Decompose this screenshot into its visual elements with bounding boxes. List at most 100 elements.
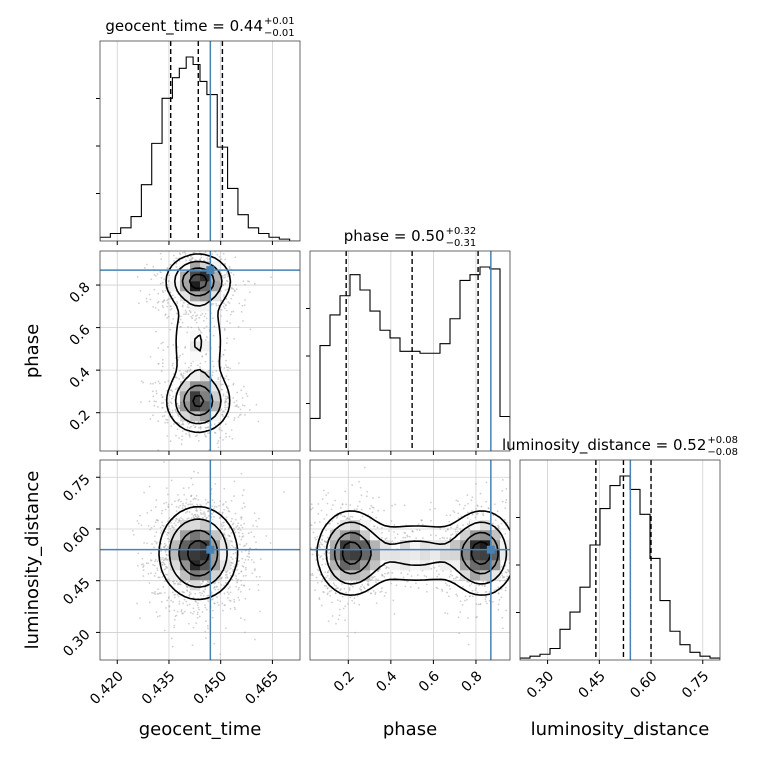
sample-point [225,366,228,368]
sample-point [160,402,163,405]
sample-point [292,624,294,626]
sample-point [511,545,513,547]
sample-point [171,294,174,297]
sample-point [482,580,485,583]
hist2d-cell [360,550,371,561]
sample-point [335,517,338,519]
sample-point [476,591,479,594]
sample-point [145,562,148,565]
sample-point [224,349,226,351]
sample-point [448,584,451,587]
sample-point [178,602,181,605]
sample-point [243,505,246,508]
sample-point [186,517,189,520]
sample-point [181,438,183,441]
sample-point [341,595,344,598]
sample-point [136,564,139,567]
sample-point [217,304,220,307]
sample-point [233,601,236,603]
sample-point [381,587,383,590]
sample-point [455,499,458,502]
hist2d-cell [200,341,211,352]
sample-point [332,582,335,585]
sample-point [224,501,227,503]
sample-point [223,487,226,490]
x-tick-label: 0.6 [416,668,443,695]
sample-point [237,528,239,531]
sample-point [485,596,487,599]
panel-frame [519,459,721,661]
sample-point [154,306,157,309]
sample-point [199,362,202,365]
sample-point [216,601,219,604]
sample-point [157,362,160,365]
sample-point [237,362,240,365]
sample-point [243,304,246,307]
sample-point [205,336,208,338]
sample-point [203,315,206,318]
sample-point [235,575,237,577]
hist2d-cell [490,540,501,551]
sample-point [360,588,363,591]
sample-point [210,302,213,305]
sample-point [204,630,207,633]
sample-point [178,377,181,380]
sample-point [325,576,328,579]
sample-point [170,496,172,498]
sample-point [203,591,206,593]
sample-point [173,596,176,599]
sample-point [449,514,452,517]
y-axis-label: luminosity_distance [22,471,43,650]
sample-point [157,592,160,595]
sample-point [160,394,163,396]
sample-point [156,519,159,522]
sample-point [516,522,518,524]
sample-point [182,504,184,507]
sample-point [211,253,214,255]
sample-point [363,587,366,590]
sample-point [195,507,198,510]
sample-point [155,531,158,534]
sample-point [227,385,230,388]
sample-point [323,518,326,520]
sample-point [150,526,153,529]
sample-point [518,591,520,593]
sample-point [162,291,165,293]
sample-point [190,326,193,329]
sample-point [238,535,241,538]
sample-point [220,538,222,541]
sample-point [342,607,345,610]
sample-point [515,541,517,543]
sample-point [182,248,184,250]
sample-point [177,595,180,598]
sample-point [225,436,228,438]
sample-point [402,576,405,579]
sample-point [233,598,236,601]
sample-point [400,572,403,574]
sample-point [207,600,210,603]
sample-point [169,440,172,443]
sample-point [211,360,214,363]
sample-point [316,581,319,584]
sample-point [171,409,174,412]
sample-point [166,533,169,536]
sample-point [165,501,168,504]
sample-point [194,319,196,322]
sample-point [183,251,186,254]
sample-point [443,537,446,540]
sample-point [194,592,197,595]
sample-point [210,591,213,594]
sample-point [167,506,170,508]
sample-point [351,484,354,486]
sample-point [190,425,192,428]
sample-point [238,302,241,305]
sample-point [163,299,166,301]
sample-point [354,631,357,634]
sample-point [220,388,223,391]
sample-point [318,545,321,548]
hist2d-cell [470,530,481,541]
sample-point [235,585,237,588]
sample-point [197,421,200,423]
sample-point [206,624,209,627]
